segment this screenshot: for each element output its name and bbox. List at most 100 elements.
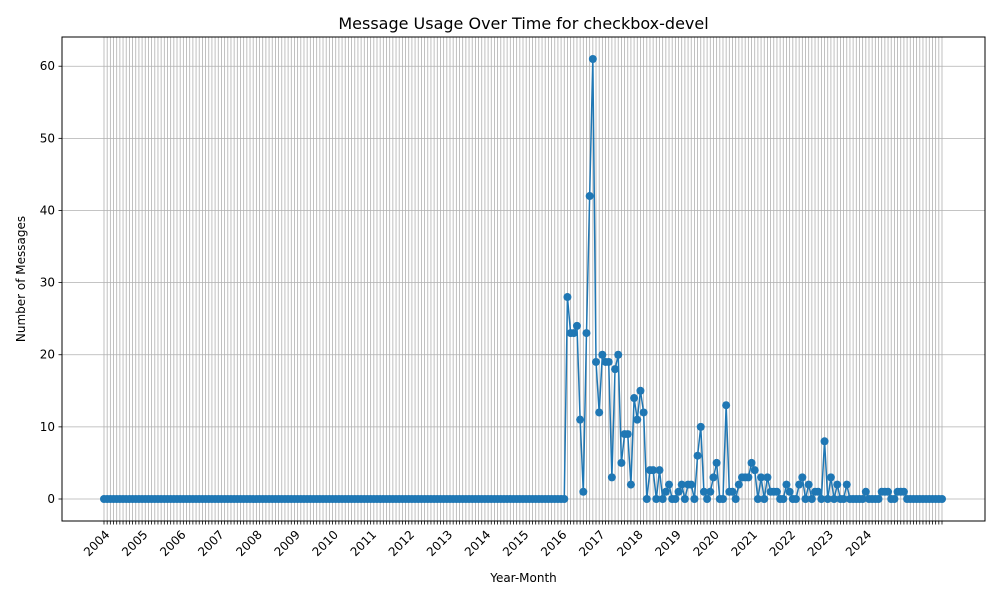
y-tick-label: 50 xyxy=(40,131,55,145)
data-point xyxy=(757,473,766,482)
data-point xyxy=(782,480,791,489)
data-point xyxy=(639,408,648,417)
data-point xyxy=(658,495,667,503)
y-tick-label: 40 xyxy=(40,203,55,217)
data-point xyxy=(588,55,597,63)
data-point xyxy=(734,480,743,489)
x-tick-label: 2005 xyxy=(119,528,150,559)
data-point xyxy=(807,495,816,503)
x-tick-label: 2022 xyxy=(767,528,798,559)
data-point xyxy=(703,495,712,503)
data-point xyxy=(899,487,908,496)
data-point xyxy=(709,473,718,482)
data-point xyxy=(630,394,639,403)
data-point xyxy=(826,473,835,482)
data-point xyxy=(712,458,721,467)
data-point xyxy=(858,495,867,503)
x-tick-label: 2020 xyxy=(690,528,721,559)
x-axis-label: Year-Month xyxy=(489,571,557,585)
x-tick-label: 2006 xyxy=(157,528,188,559)
data-point xyxy=(623,430,632,439)
data-point xyxy=(642,495,651,503)
x-tick-label: 2008 xyxy=(233,528,264,559)
data-point xyxy=(798,473,807,482)
data-point xyxy=(814,487,823,496)
data-point xyxy=(595,408,604,417)
x-tick-label: 2021 xyxy=(729,528,760,559)
data-point xyxy=(680,495,689,503)
y-tick-label: 60 xyxy=(40,59,55,73)
data-point xyxy=(823,495,832,503)
data-point xyxy=(830,495,839,503)
y-tick-label: 10 xyxy=(40,420,55,434)
data-point xyxy=(693,451,702,460)
data-point xyxy=(563,293,572,302)
y-tick-label: 0 xyxy=(47,492,55,506)
data-point xyxy=(842,480,851,489)
data-point xyxy=(804,480,813,489)
y-tick-label: 20 xyxy=(40,348,55,362)
data-point xyxy=(604,357,613,366)
x-tick-label: 2024 xyxy=(843,528,874,559)
data-point xyxy=(938,495,946,503)
data-point xyxy=(839,495,848,503)
data-point xyxy=(611,365,620,374)
data-point xyxy=(747,458,756,467)
data-point xyxy=(750,466,759,475)
data-point xyxy=(607,473,616,482)
x-tick-label: 2004 xyxy=(81,528,112,559)
data-point xyxy=(636,386,645,395)
x-tick-label: 2019 xyxy=(652,528,683,559)
data-point xyxy=(731,495,740,503)
data-point xyxy=(706,487,715,496)
chart-title: Message Usage Over Time for checkbox-dev… xyxy=(338,14,708,33)
data-point xyxy=(884,487,893,496)
vertical-gridlines xyxy=(103,37,943,521)
data-point xyxy=(760,495,769,503)
data-point xyxy=(576,415,585,424)
data-point xyxy=(579,487,588,496)
data-point xyxy=(795,480,804,489)
x-tick-label: 2014 xyxy=(462,528,493,559)
data-point xyxy=(728,487,737,496)
data-point xyxy=(744,473,753,482)
data-point xyxy=(890,495,899,503)
data-point xyxy=(665,480,674,489)
x-tick-label: 2010 xyxy=(310,528,341,559)
x-tick-label: 2013 xyxy=(424,528,455,559)
plot-frame xyxy=(61,36,986,522)
data-point xyxy=(649,466,658,475)
data-point xyxy=(677,480,686,489)
data-point xyxy=(779,495,788,503)
x-tick-label: 2012 xyxy=(386,528,417,559)
x-tick-label: 2011 xyxy=(348,528,379,559)
data-point xyxy=(753,495,762,503)
data-point xyxy=(772,487,781,496)
y-tick-label: 30 xyxy=(40,276,55,290)
data-point xyxy=(592,357,601,366)
x-axis-ticks: 2004 2005 2006 2007 2008 2009 2010 2011 2012 2013… xyxy=(81,521,943,559)
data-point xyxy=(722,401,731,410)
data-point xyxy=(598,350,607,359)
data-point xyxy=(617,458,626,467)
data-point xyxy=(820,437,829,446)
data-point xyxy=(687,480,696,489)
series-group xyxy=(100,55,946,503)
data-point xyxy=(801,495,810,503)
data-point xyxy=(626,480,635,489)
data-point xyxy=(661,487,670,496)
data-point xyxy=(569,329,578,338)
data-point xyxy=(652,495,661,503)
data-point xyxy=(791,495,800,503)
data-point xyxy=(861,487,870,496)
data-point xyxy=(690,495,699,503)
data-point xyxy=(763,473,772,482)
x-tick-label: 2018 xyxy=(614,528,645,559)
x-tick-label: 2015 xyxy=(500,528,531,559)
data-point xyxy=(785,487,794,496)
data-point xyxy=(585,192,594,201)
x-tick-label: 2009 xyxy=(271,528,302,559)
data-point xyxy=(671,495,680,503)
data-point xyxy=(833,480,842,489)
